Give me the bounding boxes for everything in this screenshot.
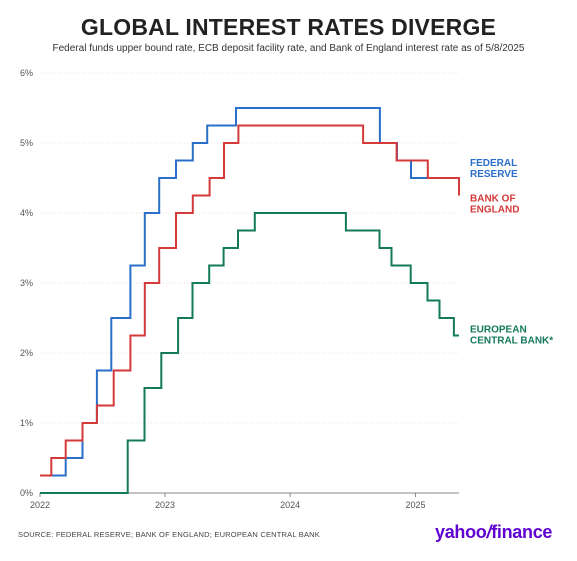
series-line-european-central-bank: [40, 212, 459, 494]
series-layer: [40, 107, 460, 494]
grid-layer: 0% 1% 2% 3% 4% 5% 6% 2022 2023 2024 2025: [20, 68, 459, 510]
series-label-european-central-bank: EUROPEAN CENTRAL BANK*: [470, 325, 553, 347]
y-tick-label: 4%: [20, 208, 33, 218]
series-label-line: RESERVE: [470, 169, 518, 180]
series-label-line: EUROPEAN: [470, 325, 527, 336]
y-tick-label: 2%: [20, 348, 33, 358]
x-tick-label: 2025: [405, 500, 425, 510]
x-tick-label: 2022: [30, 500, 50, 510]
series-label-line: BANK OF: [470, 194, 516, 205]
brand-slash: /: [486, 522, 492, 542]
y-tick-label: 0%: [20, 488, 33, 498]
series-line-federal-reserve: [40, 107, 459, 477]
y-tick-label: 5%: [20, 138, 33, 148]
yahoo-finance-logo: yahoo/finance: [435, 522, 552, 543]
x-tick-label: 2023: [155, 500, 175, 510]
y-tick-label: 6%: [20, 68, 33, 78]
series-label-federal-reserve: FEDERAL RESERVE: [470, 158, 518, 180]
y-tick-label: 1%: [20, 418, 33, 428]
brand-finance: finance: [491, 522, 553, 542]
source-note: SOURCE: FEDERAL RESERVE; BANK OF ENGLAND…: [18, 530, 320, 539]
y-tick-label: 3%: [20, 278, 33, 288]
x-tick-label: 2024: [280, 500, 300, 510]
series-label-bank-of-england: BANK OF ENGLAND: [470, 194, 519, 216]
series-label-line: ENGLAND: [470, 205, 519, 216]
brand-yahoo: yahoo: [435, 522, 487, 542]
series-label-line: CENTRAL BANK*: [470, 336, 553, 347]
series-line-bank-of-england: [40, 124, 460, 477]
chart-subtitle: Federal funds upper bound rate, ECB depo…: [52, 43, 525, 54]
chart-title: GLOBAL INTEREST RATES DIVERGE: [80, 14, 497, 40]
series-label-line: FEDERAL: [470, 158, 517, 169]
label-layer: FEDERAL RESERVE BANK OF ENGLAND EUROPEAN CENT…: [470, 158, 553, 347]
